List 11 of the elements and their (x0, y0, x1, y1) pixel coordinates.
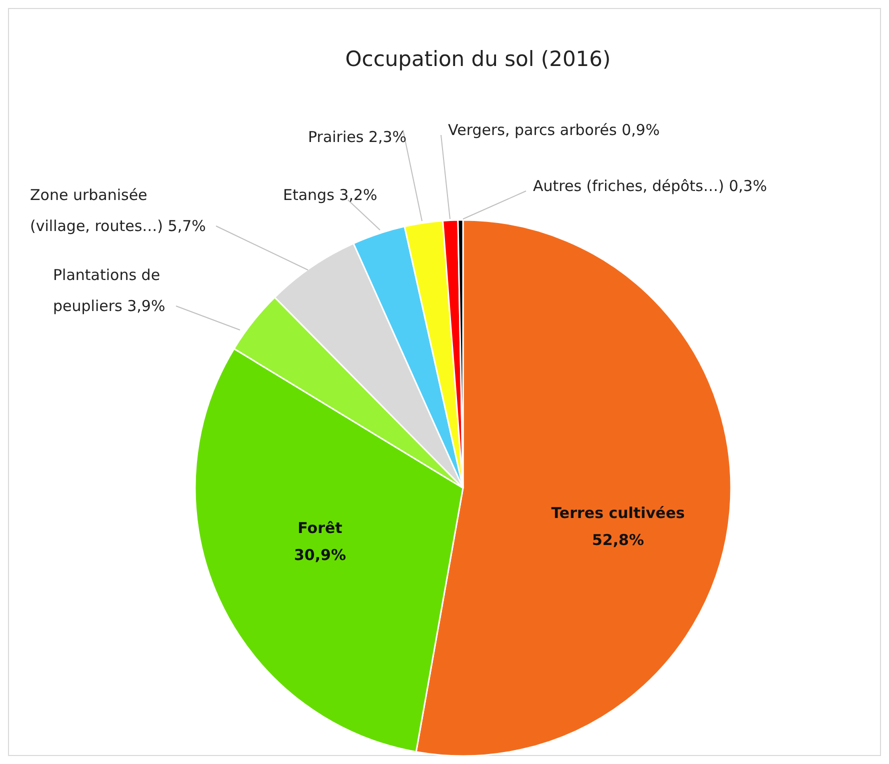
slice-label: Autres (friches, dépôts…) 0,3% (533, 177, 767, 195)
slice-label: Prairies 2,3% (308, 128, 407, 146)
chart-title: Occupation du sol (2016) (345, 47, 611, 71)
slice-label: Terres cultivées (551, 504, 685, 522)
slice-label: Plantations de peupliers 3,9% (53, 266, 166, 315)
data-label: 30,9% (294, 546, 346, 564)
slice-label: Etangs 3,2% (283, 186, 378, 204)
slice-label: Zone urbanisée (village, routes…) 5,7% (30, 186, 206, 235)
slice-label: Vergers, parcs arborés 0,9% (448, 121, 660, 139)
slice-label: Forêt (298, 519, 342, 537)
data-label: 52,8% (592, 531, 644, 549)
